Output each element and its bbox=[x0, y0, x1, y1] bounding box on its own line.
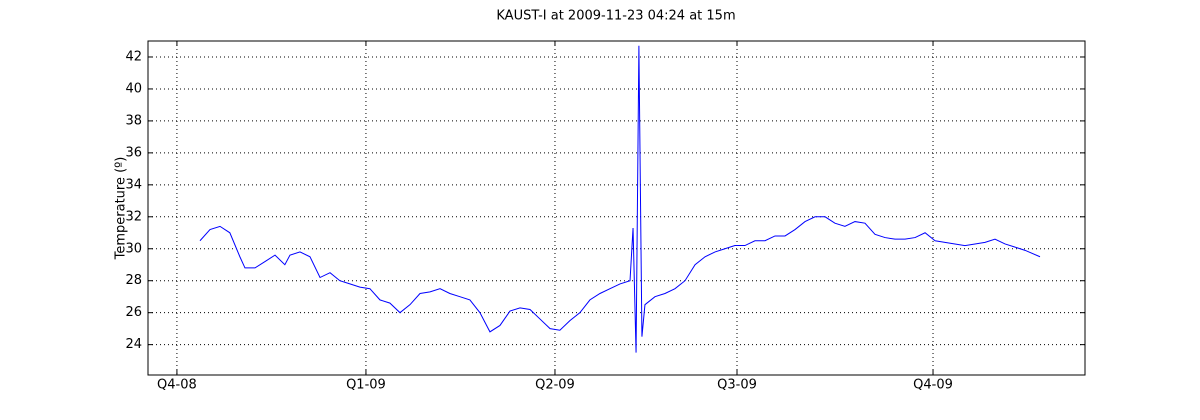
y-tick-label: 28 bbox=[125, 273, 142, 288]
x-tick-label: Q4-08 bbox=[157, 378, 197, 393]
x-tick-label: Q2-09 bbox=[535, 378, 575, 393]
y-tick-label: 40 bbox=[125, 81, 142, 96]
y-tick-label: 34 bbox=[125, 177, 142, 192]
y-tick-label: 30 bbox=[125, 241, 142, 256]
x-tick-label: Q3-09 bbox=[717, 378, 757, 393]
x-tick-label: Q4-09 bbox=[913, 378, 953, 393]
y-tick-label: 42 bbox=[125, 49, 142, 64]
plot-frame bbox=[147, 40, 1086, 376]
y-axis-label: Temperature (º) bbox=[114, 157, 129, 261]
y-tick-label: 38 bbox=[125, 113, 142, 128]
x-tick-label: Q1-09 bbox=[346, 378, 386, 393]
chart-title: KAUST-I at 2009-11-23 04:24 at 15m bbox=[496, 9, 735, 24]
y-tick-label: 24 bbox=[125, 337, 142, 352]
y-tick-label: 36 bbox=[125, 145, 142, 160]
y-tick-label: 26 bbox=[125, 305, 142, 320]
data-line bbox=[199, 45, 1041, 353]
y-tick-label: 32 bbox=[125, 209, 142, 224]
